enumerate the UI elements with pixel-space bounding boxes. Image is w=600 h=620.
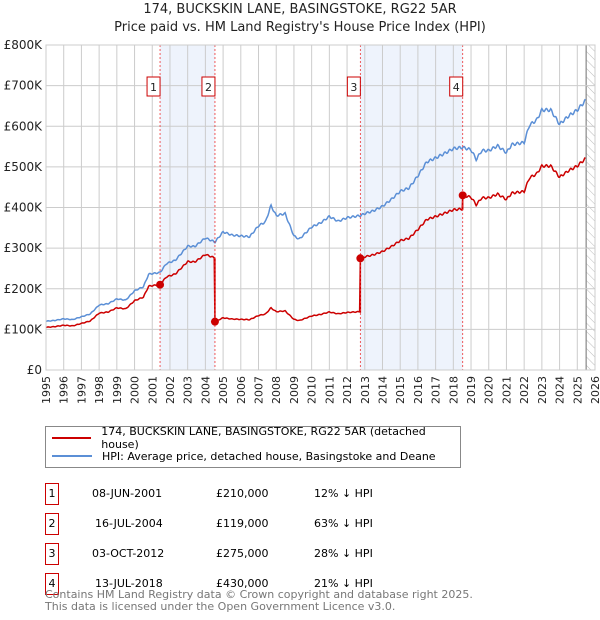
x-tick-label: 2024 [554,376,567,404]
x-tick-label: 2020 [483,376,496,404]
x-tick-label: 2012 [341,376,354,404]
sale-number: 3 [45,543,59,565]
x-tick-label: 2018 [447,376,460,404]
sale-label-box [201,76,216,97]
legend-label-hpi: HPI: Average price, detached house, Basi… [102,449,436,463]
sale-row: 2 16-JUL-2004 £119,000 63% ↓ HPI [45,513,465,535]
x-tick-label: 2003 [182,376,195,404]
x-tick-label: 2014 [376,376,389,404]
x-tick-label: 2005 [217,376,230,404]
sale-date: 16-JUL-2004 [95,517,163,530]
sale-point [356,254,365,263]
x-tick-label: 2010 [306,376,319,404]
y-tick-label: £100K [4,322,44,336]
sale-hpi-diff: 28% ↓ HPI [314,547,373,560]
x-tick-label: 2011 [323,376,336,404]
x-tick-label: 2013 [359,376,372,404]
sale-point [210,317,219,326]
sale-price: £430,000 [216,577,269,590]
x-tick-label: 2026 [589,376,600,404]
y-tick-label: £500K [4,160,44,174]
sale-point [458,191,467,200]
x-tick-label: 1995 [40,376,53,404]
x-tick-label: 2006 [235,376,248,404]
legend: 174, BUCKSKIN LANE, BASINGSTOKE, RG22 5A… [45,425,461,468]
x-tick-label: 2025 [571,376,584,404]
x-tick-label: 2002 [164,376,177,404]
sale-hpi-diff: 12% ↓ HPI [314,487,373,500]
sale-label-box [449,76,464,97]
sale-date: 13-JUL-2018 [95,577,163,590]
sale-point [156,280,165,289]
hpi-line [45,98,586,323]
sale-number: 4 [45,573,59,595]
x-tick-label: 2001 [146,376,159,404]
sale-number: 2 [45,513,59,535]
sale-price: £119,000 [216,517,269,530]
y-tick-label: £200K [4,282,44,296]
x-tick-label: 1996 [58,376,71,404]
x-tick-label: 1998 [93,376,106,404]
sale-label: 1 [150,81,157,94]
chart-subtitle: Price paid vs. HM Land Registry's House … [114,20,486,35]
sale-price: £275,000 [216,547,269,560]
x-tick-label: 2019 [465,376,478,404]
y-tick-label: £400K [4,201,44,215]
footer: Contains HM Land Registry data © Crown c… [45,589,473,613]
y-tick-label: £700K [4,79,44,93]
x-tick-label: 2022 [518,376,531,404]
sale-date: 03-OCT-2012 [92,547,165,560]
x-tick-label: 2008 [270,376,283,404]
sale-label-box [346,76,361,97]
y-tick-label: £800K [4,38,44,52]
x-tick-label: 2016 [412,376,425,404]
legend-swatch-hpi [52,455,92,457]
plot-area: 1995 1996 1997 1998 1999 2000 2001 2002 2003 2004… [4,38,600,404]
x-tick-label: 2000 [129,376,142,404]
y-tick-label: £600K [4,119,44,133]
property-price-line [45,156,586,329]
x-tick-label: 2007 [253,376,266,404]
x-tick-label: 1997 [75,376,88,404]
footer-line-1: Contains HM Land Registry data © Crown c… [45,588,473,601]
sale-label: 4 [453,81,460,94]
x-tick-label: 1999 [111,376,124,404]
sale-label: 3 [350,81,357,94]
plot-border [45,44,596,371]
x-tick-label: 2021 [500,376,513,404]
y-tick-label: £300K [4,241,44,255]
x-tick-label: 2023 [536,376,549,404]
x-tick-label: 2015 [394,376,407,404]
sale-hpi-diff: 21% ↓ HPI [314,577,373,590]
sale-label: 2 [205,81,212,94]
sale-row: 4 13-JUL-2018 £430,000 21% ↓ HPI [45,573,465,595]
footer-line-2: This data is licensed under the Open Gov… [45,600,396,613]
legend-swatch-property [52,437,92,439]
y-tick-label: £0 [27,363,42,377]
sale-price: £210,000 [216,487,269,500]
chart-title: 174, BUCKSKIN LANE, BASINGSTOKE, RG22 5A… [143,2,457,17]
sale-row: 1 08-JUN-2001 £210,000 12% ↓ HPI [45,483,465,505]
sale-label-box [146,76,161,97]
x-tick-label: 2017 [430,376,443,404]
sale-number: 1 [45,483,59,505]
legend-label-property: 174, BUCKSKIN LANE, BASINGSTOKE, RG22 5A… [101,425,426,451]
sale-date: 08-JUN-2001 [92,487,163,500]
x-tick-label: 2004 [199,376,212,404]
sale-row: 3 03-OCT-2012 £275,000 28% ↓ HPI [45,543,465,565]
x-tick-label: 2009 [288,376,301,404]
sale-hpi-diff: 63% ↓ HPI [314,517,373,530]
